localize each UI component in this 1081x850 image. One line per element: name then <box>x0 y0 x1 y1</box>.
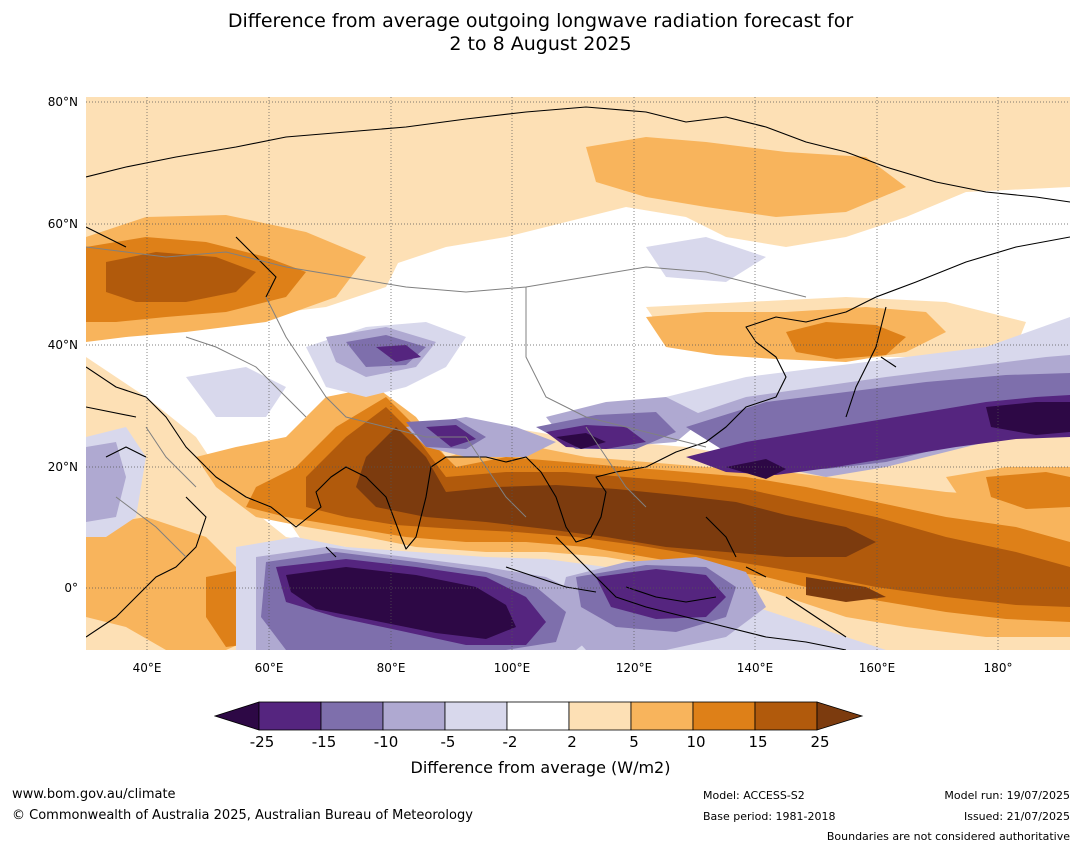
coastlines <box>86 106 1070 650</box>
colorbar-segment <box>506 701 570 731</box>
lat-label-equator: 0° <box>64 581 78 595</box>
model-run-text: Model run: 19/07/2025 <box>944 789 1070 802</box>
colorbar-segment <box>692 701 756 731</box>
lat-label-80n: 80°N <box>47 95 78 109</box>
lon-label-100e: 100°E <box>493 661 531 675</box>
colorbar-extend-low <box>214 701 260 731</box>
anomaly-map <box>86 97 1070 650</box>
country-boundaries <box>86 246 807 558</box>
colorbar-tick: -15 <box>311 733 337 751</box>
copyright-text: © Commonwealth of Australia 2025, Austra… <box>12 808 473 823</box>
website-link[interactable]: www.bom.gov.au/climate <box>12 787 176 802</box>
lat-label-60n: 60°N <box>47 217 78 231</box>
base-period-text: Base period: 1981-2018 <box>703 810 836 823</box>
colorbar-label: Difference from average (W/m2) <box>410 758 671 777</box>
lon-label-60e: 60°E <box>254 661 284 675</box>
colorbar-tick: -25 <box>249 733 275 751</box>
colorbar-segment <box>382 701 446 731</box>
lon-label-140e: 140°E <box>736 661 774 675</box>
colorbar-segment <box>320 701 384 731</box>
lon-label-180: 180° <box>983 661 1013 675</box>
lon-label-80e: 80°E <box>376 661 406 675</box>
map-title: Difference from average outgoing longwav… <box>0 10 1081 56</box>
colorbar-segment <box>754 701 818 731</box>
colorbar-segment <box>444 701 508 731</box>
lon-label-160e: 160°E <box>858 661 896 675</box>
colorbar-tick: 5 <box>629 733 639 751</box>
disclaimer-text: Boundaries are not considered authoritat… <box>826 830 1070 843</box>
title-line-1: Difference from average outgoing longwav… <box>227 10 854 32</box>
colorbar-tick: -2 <box>502 733 518 751</box>
colorbar-segment <box>258 701 322 731</box>
lat-label-40n: 40°N <box>47 338 78 352</box>
anomaly-band-above-25 <box>356 427 886 602</box>
colorbar-tick: 2 <box>567 733 577 751</box>
issued-text: Issued: 21/07/2025 <box>963 810 1070 823</box>
colorbar-tick: -5 <box>440 733 456 751</box>
lat-label-20n: 20°N <box>47 460 78 474</box>
graticule <box>86 97 1070 650</box>
anomaly-band-below-minus-25 <box>286 402 1070 639</box>
colorbar-segment <box>568 701 632 731</box>
colorbar-tick: 25 <box>810 733 830 751</box>
colorbar-segment <box>630 701 694 731</box>
lon-label-120e: 120°E <box>615 661 653 675</box>
lon-label-40e: 40°E <box>132 661 162 675</box>
colorbar-tick: -10 <box>373 733 399 751</box>
colorbar-tick: 15 <box>748 733 768 751</box>
colorbar-tick: 10 <box>686 733 706 751</box>
model-text: Model: ACCESS-S2 <box>703 789 805 802</box>
colorbar-extend-high <box>816 701 864 731</box>
title-line-2: 2 to 8 August 2025 <box>449 33 632 55</box>
colorbar <box>214 701 864 731</box>
